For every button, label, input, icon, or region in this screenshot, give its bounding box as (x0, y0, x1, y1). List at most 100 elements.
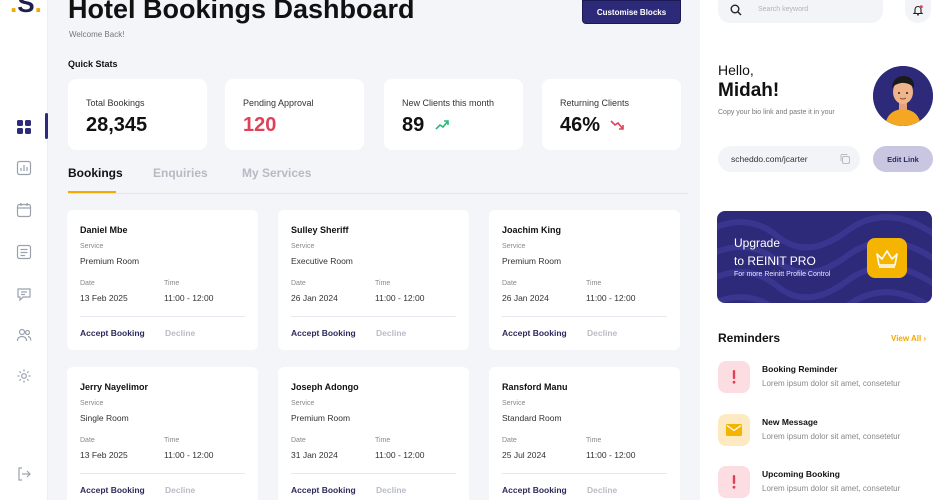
time-value: 11:00 - 12:00 (586, 293, 636, 303)
card-divider (80, 473, 245, 474)
search-input[interactable]: Search keyword (718, 0, 883, 23)
stat-value: 46% (560, 114, 601, 136)
chat-icon[interactable] (16, 286, 32, 302)
chart-icon[interactable] (16, 160, 32, 176)
reminder-title: Booking Reminder (762, 364, 838, 374)
date-label: Date (502, 437, 517, 444)
date-value: 31 Jan 2024 (291, 450, 338, 460)
reminder-title: New Message (762, 417, 818, 427)
decline-button[interactable]: Decline (165, 328, 196, 338)
upgrade-banner[interactable]: Upgrade to REINIT PRO For more Reinitt P… (717, 211, 932, 303)
date-value: 25 Jul 2024 (502, 450, 546, 460)
decline-button[interactable]: Decline (376, 485, 407, 495)
greeting: Hello, (718, 62, 754, 78)
booking-card: Jerry Nayelimor Service Single Room Date… (67, 367, 258, 500)
app-logo[interactable]: .S. (10, 0, 42, 18)
service-label: Service (291, 400, 315, 407)
booking-card: Joachim King Service Premium Room Date 2… (489, 210, 680, 350)
service-label: Service (291, 243, 315, 250)
service-value: Premium Room (502, 256, 562, 266)
notification-button[interactable] (905, 0, 931, 23)
time-value: 11:00 - 12:00 (586, 450, 636, 460)
accept-booking-button[interactable]: Accept Booking (80, 328, 145, 338)
users-icon[interactable] (16, 327, 32, 343)
date-value: 26 Jan 2024 (291, 293, 338, 303)
date-label: Date (291, 437, 306, 444)
date-label: Date (502, 280, 517, 287)
bio-link-field[interactable]: scheddo.com/jcarter (718, 146, 860, 172)
decline-button[interactable]: Decline (587, 328, 618, 338)
reminder-item[interactable]: Upcoming Booking Lorem ipsum dolor sit a… (718, 466, 938, 500)
copy-icon[interactable] (839, 153, 851, 165)
view-all-link[interactable]: View All › (891, 334, 927, 343)
tab-bookings[interactable]: Bookings (68, 166, 123, 180)
logout-icon[interactable] (16, 466, 32, 482)
service-value: Premium Room (291, 413, 351, 423)
decline-button[interactable]: Decline (587, 485, 618, 495)
tab-enquiries[interactable]: Enquiries (153, 166, 208, 180)
stat-value: 120 (243, 114, 277, 136)
date-value: 13 Feb 2025 (80, 293, 128, 303)
guest-name: Ransford Manu (502, 382, 568, 392)
booking-card: Ransford Manu Service Standard Room Date… (489, 367, 680, 500)
accept-booking-button[interactable]: Accept Booking (291, 485, 356, 495)
bio-link-value: scheddo.com/jcarter (731, 154, 808, 164)
stat-label: Pending Approval (243, 98, 314, 108)
active-tab-indicator (68, 191, 116, 193)
accept-booking-button[interactable]: Accept Booking (291, 328, 356, 338)
tab-my-services[interactable]: My Services (242, 166, 312, 180)
search-icon (730, 4, 742, 16)
time-value: 11:00 - 12:00 (164, 293, 214, 303)
reminder-title: Upcoming Booking (762, 469, 840, 479)
booking-tabs: Bookings Enquiries My Services (68, 166, 688, 194)
welcome-text: Welcome Back! (69, 30, 125, 39)
time-label: Time (586, 437, 602, 444)
mail-icon (718, 414, 750, 446)
stat-label: Total Bookings (86, 98, 145, 108)
right-panel: Search keyword Hello, Midah! Copy your b… (700, 0, 950, 500)
reminder-desc: Lorem ipsum dolor sit amet, consetetur (762, 432, 901, 441)
alert-icon (718, 361, 750, 393)
reminder-item[interactable]: Booking Reminder Lorem ipsum dolor sit a… (718, 361, 938, 395)
left-sidebar: .S. (0, 0, 48, 500)
dashboard-icon[interactable] (16, 119, 32, 135)
accept-booking-button[interactable]: Accept Booking (80, 485, 145, 495)
reminder-item[interactable]: New Message Lorem ipsum dolor sit amet, … (718, 414, 938, 448)
card-divider (502, 316, 667, 317)
service-value: Premium Room (80, 256, 140, 266)
avatar[interactable] (873, 66, 933, 126)
guest-name: Jerry Nayelimor (80, 382, 149, 392)
settings-icon[interactable] (16, 368, 32, 384)
stat-label: New Clients this month (402, 98, 495, 108)
accept-booking-button[interactable]: Accept Booking (502, 328, 567, 338)
list-icon[interactable] (16, 244, 32, 260)
calendar-icon[interactable] (16, 202, 32, 218)
page-title: Hotel Bookings Dashboard (68, 0, 415, 24)
bell-icon (912, 5, 924, 16)
time-label: Time (375, 280, 391, 287)
active-nav-indicator (45, 113, 48, 139)
guest-name: Joachim King (502, 225, 562, 235)
edit-link-button[interactable]: Edit Link (873, 146, 933, 172)
upgrade-title-line2: to REINIT PRO (734, 254, 816, 268)
card-divider (502, 473, 667, 474)
upgrade-title-line1: Upgrade (734, 236, 781, 250)
date-value: 26 Jan 2024 (502, 293, 549, 303)
user-name: Midah! (718, 80, 780, 101)
time-value: 11:00 - 12:00 (164, 450, 214, 460)
date-label: Date (80, 280, 95, 287)
accept-booking-button[interactable]: Accept Booking (502, 485, 567, 495)
card-divider (80, 316, 245, 317)
guest-name: Daniel Mbe (80, 225, 128, 235)
stat-value: 28,345 (86, 114, 148, 136)
time-label: Time (375, 437, 391, 444)
decline-button[interactable]: Decline (376, 328, 407, 338)
time-value: 11:00 - 12:00 (375, 293, 425, 303)
time-label: Time (164, 280, 180, 287)
card-divider (291, 316, 456, 317)
date-label: Date (291, 280, 306, 287)
decline-button[interactable]: Decline (165, 485, 196, 495)
customise-blocks-button[interactable]: Customise Blocks (582, 0, 681, 24)
stat-card-total-bookings: Total Bookings 28,345 (68, 79, 207, 150)
stat-value: 89 (402, 114, 425, 136)
